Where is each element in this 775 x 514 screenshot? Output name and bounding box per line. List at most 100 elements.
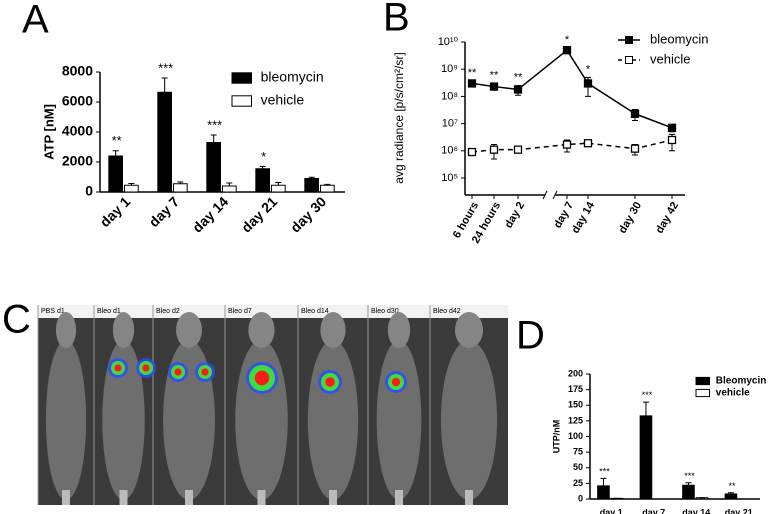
error-bar <box>259 166 266 169</box>
y-tick-label: 150 <box>568 400 583 410</box>
y-tick-label: 10⁹ <box>441 63 458 75</box>
error-bar <box>210 134 217 143</box>
bar <box>639 415 653 500</box>
significance: ** <box>112 133 122 148</box>
image-label: Bleo d42 <box>433 308 461 315</box>
marker <box>583 79 593 88</box>
mouse-tail <box>395 490 403 505</box>
signal-core <box>391 377 401 387</box>
significance: *** <box>599 466 610 476</box>
error-bar <box>685 482 692 486</box>
mouse-body <box>376 340 422 500</box>
panel-label: A <box>22 0 49 42</box>
error-bar <box>642 401 649 416</box>
marker <box>467 147 477 157</box>
image-label: Bleo d14 <box>301 308 329 315</box>
legend-swatch <box>231 95 252 107</box>
error-bar <box>600 477 607 486</box>
legend-swatch <box>231 72 252 84</box>
significance: ** <box>468 67 477 79</box>
mouse-head <box>176 312 202 348</box>
signal-core <box>254 370 270 386</box>
x-tick-label: day 1 <box>600 507 623 514</box>
y-tick-label: 0 <box>578 493 583 503</box>
x-tick-label: day 2 <box>503 200 527 230</box>
signal-core <box>142 364 150 372</box>
image-label: PBS d1 <box>41 308 65 315</box>
y-tick-label: 0 <box>85 183 93 199</box>
x-tick-label: day 7 <box>146 193 183 230</box>
bar <box>724 493 738 500</box>
y-tick-label: 10¹⁰ <box>438 36 459 48</box>
x-tick-label: day 14 <box>682 507 710 514</box>
y-tick-label: 200 <box>568 368 583 378</box>
error-bar <box>128 182 135 186</box>
image-label: Bleo d2 <box>156 308 180 315</box>
y-axis-label: avg radiance [p/s/cm²/sr] <box>392 52 406 183</box>
legend-marker <box>625 56 633 64</box>
x-tick-label: day 21 <box>725 507 753 514</box>
error-bar <box>112 150 119 156</box>
legend-marker <box>625 36 633 44</box>
x-tick-label: day 30 <box>617 200 645 236</box>
y-axis-label: UTP/nM <box>551 420 561 454</box>
error-bar <box>727 492 734 494</box>
error-bar <box>275 182 282 186</box>
mouse-head <box>387 312 411 348</box>
marker <box>667 123 677 132</box>
y-tick-label: 2000 <box>62 153 93 169</box>
mouse-body <box>307 340 359 500</box>
y-tick-label: 6000 <box>62 93 93 109</box>
y-tick-label: 50 <box>573 462 583 472</box>
marker <box>562 46 572 55</box>
y-axis-label: ATP [nM] <box>41 104 56 160</box>
legend-label: Bleomycin <box>716 376 767 387</box>
mouse-body <box>45 340 87 500</box>
error-bar <box>161 77 168 93</box>
image-label: Bleo d7 <box>228 308 252 315</box>
mouse-tail <box>119 490 128 505</box>
y-tick-label: 75 <box>573 447 583 457</box>
significance: *** <box>684 471 695 481</box>
mouse-head <box>454 312 484 348</box>
legend-label: vehicle <box>716 388 750 399</box>
marker <box>562 140 572 149</box>
axis-break <box>542 190 558 200</box>
marker <box>489 82 499 91</box>
x-tick-label: day 21 <box>238 193 280 235</box>
x-tick-label: day 30 <box>287 193 329 235</box>
x-tick-label: day 7 <box>642 507 665 514</box>
signal-core <box>325 377 335 387</box>
panel-label: D <box>516 314 545 358</box>
bar <box>597 485 610 500</box>
legend-label: vehicle <box>650 51 690 66</box>
mouse-head <box>320 312 346 348</box>
y-tick-label: 8000 <box>62 63 93 79</box>
signal-core <box>201 368 209 376</box>
marker <box>583 139 593 148</box>
mouse-tail <box>465 490 473 505</box>
image-label: Bleo d30 <box>371 308 399 315</box>
y-tick-label: 4000 <box>62 123 93 139</box>
error-bar <box>177 181 184 184</box>
marker <box>630 109 640 118</box>
error-bar <box>226 182 233 186</box>
mouse-body <box>102 340 145 500</box>
bar <box>304 178 320 193</box>
series-line <box>471 139 673 153</box>
significance: ** <box>490 70 499 82</box>
bar <box>173 183 188 193</box>
y-tick-label: 10⁵ <box>441 172 458 184</box>
legend-label: bleomycin <box>261 69 324 85</box>
significance: * <box>586 63 591 75</box>
y-tick-label: 100 <box>568 431 583 441</box>
marker <box>467 79 477 88</box>
significance: *** <box>158 60 173 75</box>
y-tick-label: 10⁸ <box>441 90 458 102</box>
mouse-tail <box>329 490 337 505</box>
bar <box>206 142 222 193</box>
y-tick-label: 10⁷ <box>442 118 458 130</box>
panel-label: B <box>383 0 410 40</box>
y-tick-label: 175 <box>568 384 583 394</box>
